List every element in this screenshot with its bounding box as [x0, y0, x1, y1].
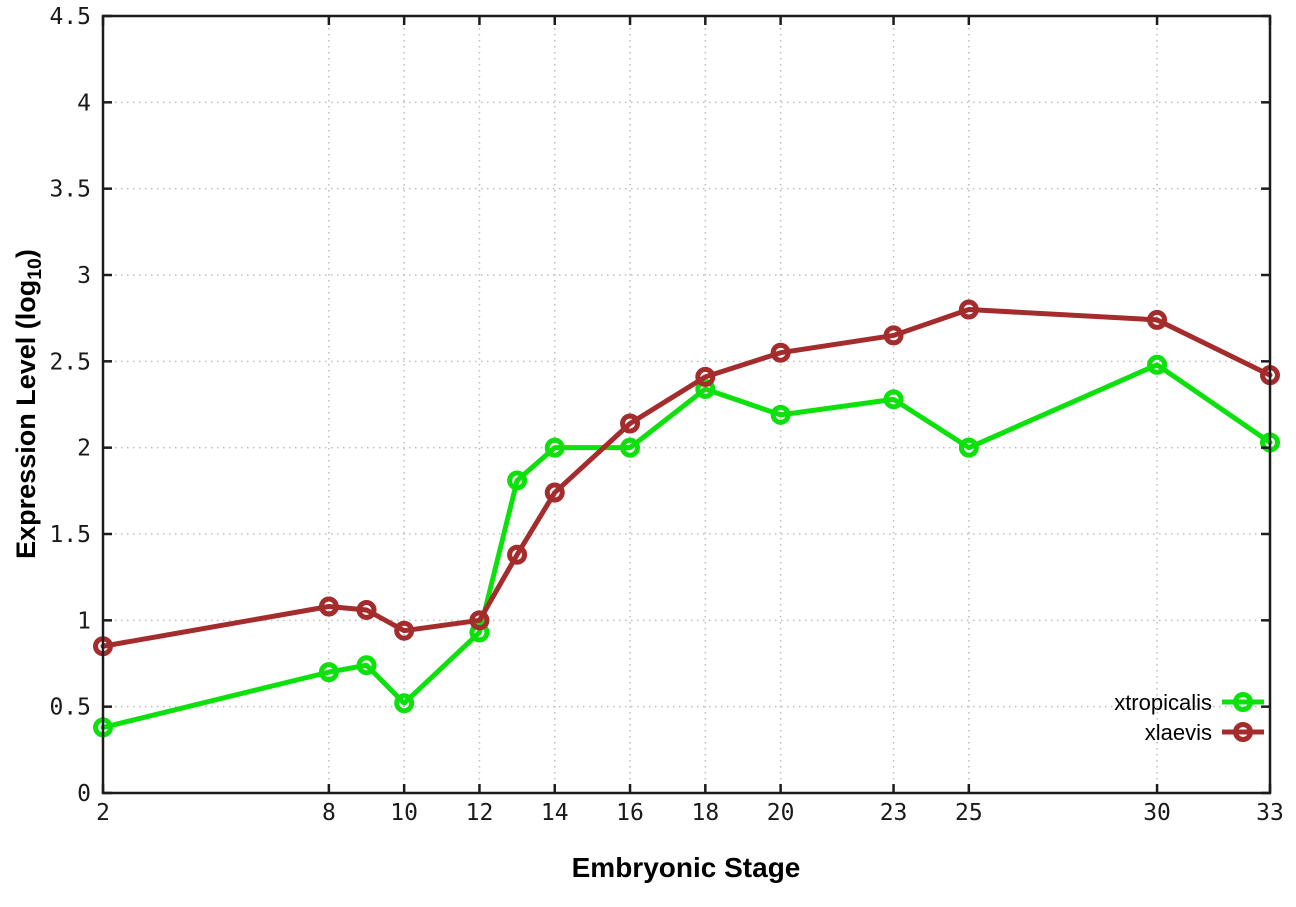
y-tick-label: 1.5 [49, 522, 91, 548]
legend-entry-xlaevis: xlaevis [1145, 720, 1264, 745]
y-axis-title-subscript: 10 [24, 258, 47, 280]
series-xlaevis-point [620, 413, 641, 434]
series-xtropicalis-point [695, 378, 716, 399]
series-xtropicalis-point [507, 470, 528, 491]
x-tick-label: 30 [1143, 800, 1171, 826]
series-xtropicalis-point [770, 404, 791, 425]
series-xlaevis-point [544, 482, 565, 503]
series-xtropicalis-line [100, 362, 1273, 730]
series-xtropicalis-point [469, 622, 490, 643]
series-xlaevis-point [770, 342, 791, 363]
series-xlaevis-point [507, 544, 528, 565]
legend: xtropicalis xlaevis [1114, 690, 1264, 745]
plot-border [101, 14, 1272, 795]
legend-label-xtropicalis: xtropicalis [1114, 690, 1212, 715]
x-tick-label: 12 [466, 800, 494, 826]
x-tick-label: 33 [1256, 800, 1284, 826]
y-tick-label: 4.5 [49, 4, 91, 30]
legend-label-xlaevis: xlaevis [1145, 720, 1212, 745]
series-xlaevis-point [356, 599, 377, 620]
x-tick-label: 14 [541, 800, 569, 826]
series-xtropicalis-point [958, 437, 979, 458]
series-xtropicalis-point [544, 437, 565, 458]
x-tick-label: 18 [691, 800, 719, 826]
x-tick-label: 10 [390, 800, 418, 826]
y-tick-label: 3.5 [49, 177, 91, 203]
series-xlaevis-line [100, 307, 1273, 649]
x-tick-label: 20 [767, 800, 795, 826]
x-axis-title: Embryonic Stage [571, 852, 801, 883]
legend-marker-xtropicalis [1233, 692, 1253, 712]
axes [101, 14, 1272, 795]
series-xlaevis-point [469, 610, 490, 631]
series-xlaevis-point [1147, 309, 1168, 330]
series-xlaevis-point [883, 325, 904, 346]
series-xlaevis [93, 299, 1280, 657]
x-tick-label: 8 [322, 800, 336, 826]
series-xlaevis-point [695, 366, 716, 387]
y-tick-label: 3 [77, 263, 91, 289]
legend-entry-xtropicalis: xtropicalis [1114, 690, 1264, 715]
series-xtropicalis-point [394, 693, 415, 714]
series-xtropicalis-point [318, 662, 339, 683]
series-xtropicalis-point [883, 389, 904, 410]
tick-labels: 2 8 10 12 14 16 18 20 23 25 30 33 0 0.5 1 1.5 2 2.5 3 3.5 4 4… [49, 4, 1283, 826]
series-xlaevis-point [394, 620, 415, 641]
series-xtropicalis [93, 354, 1280, 738]
series-xtropicalis-point [356, 655, 377, 676]
y-axis-title-text: Expression Level (log [10, 279, 41, 559]
series-xtropicalis-point [1147, 354, 1168, 375]
y-tick-label: 2.5 [49, 349, 91, 375]
series-xtropicalis-point [620, 437, 641, 458]
y-tick-label: 2 [77, 436, 91, 462]
legend-marker-xlaevis [1233, 722, 1253, 742]
y-tick-label: 4 [77, 90, 91, 116]
y-tick-label: 1 [77, 608, 91, 634]
y-tick-label: 0.5 [49, 695, 91, 721]
y-axis-title: Expression Level (log10) [11, 249, 47, 559]
x-tick-label: 23 [880, 800, 908, 826]
y-axis-title-suffix: ) [10, 249, 41, 259]
x-tick-label: 25 [955, 800, 983, 826]
x-tick-label: 16 [616, 800, 644, 826]
series-xlaevis-point [958, 299, 979, 320]
series-xlaevis-point [318, 596, 339, 617]
gridlines [103, 16, 1270, 793]
y-tick-label: 0 [77, 781, 91, 807]
x-tick-label: 2 [96, 800, 110, 826]
